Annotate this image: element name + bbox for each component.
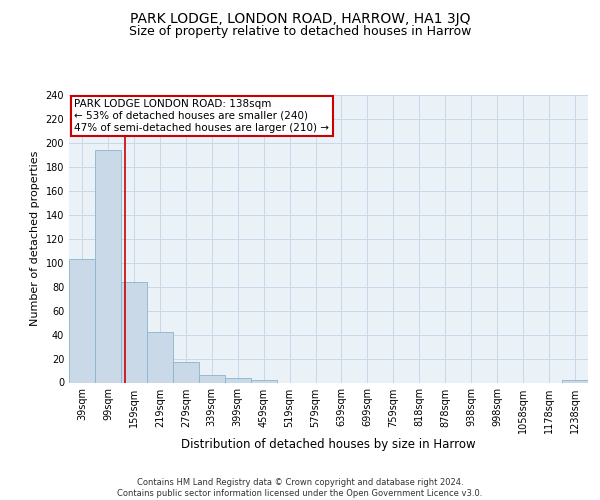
Text: PARK LODGE, LONDON ROAD, HARROW, HA1 3JQ: PARK LODGE, LONDON ROAD, HARROW, HA1 3JQ <box>130 12 470 26</box>
Bar <box>121 282 147 382</box>
Bar <box>225 378 251 382</box>
Bar <box>173 362 199 382</box>
Bar <box>562 380 588 382</box>
X-axis label: Distribution of detached houses by size in Harrow: Distribution of detached houses by size … <box>181 438 476 452</box>
Text: Size of property relative to detached houses in Harrow: Size of property relative to detached ho… <box>129 25 471 38</box>
Y-axis label: Number of detached properties: Number of detached properties <box>30 151 40 326</box>
Bar <box>251 380 277 382</box>
Text: PARK LODGE LONDON ROAD: 138sqm
← 53% of detached houses are smaller (240)
47% of: PARK LODGE LONDON ROAD: 138sqm ← 53% of … <box>74 100 329 132</box>
Bar <box>199 376 224 382</box>
Bar <box>147 332 173 382</box>
Bar <box>69 259 95 382</box>
Bar <box>95 150 121 382</box>
Text: Contains HM Land Registry data © Crown copyright and database right 2024.
Contai: Contains HM Land Registry data © Crown c… <box>118 478 482 498</box>
